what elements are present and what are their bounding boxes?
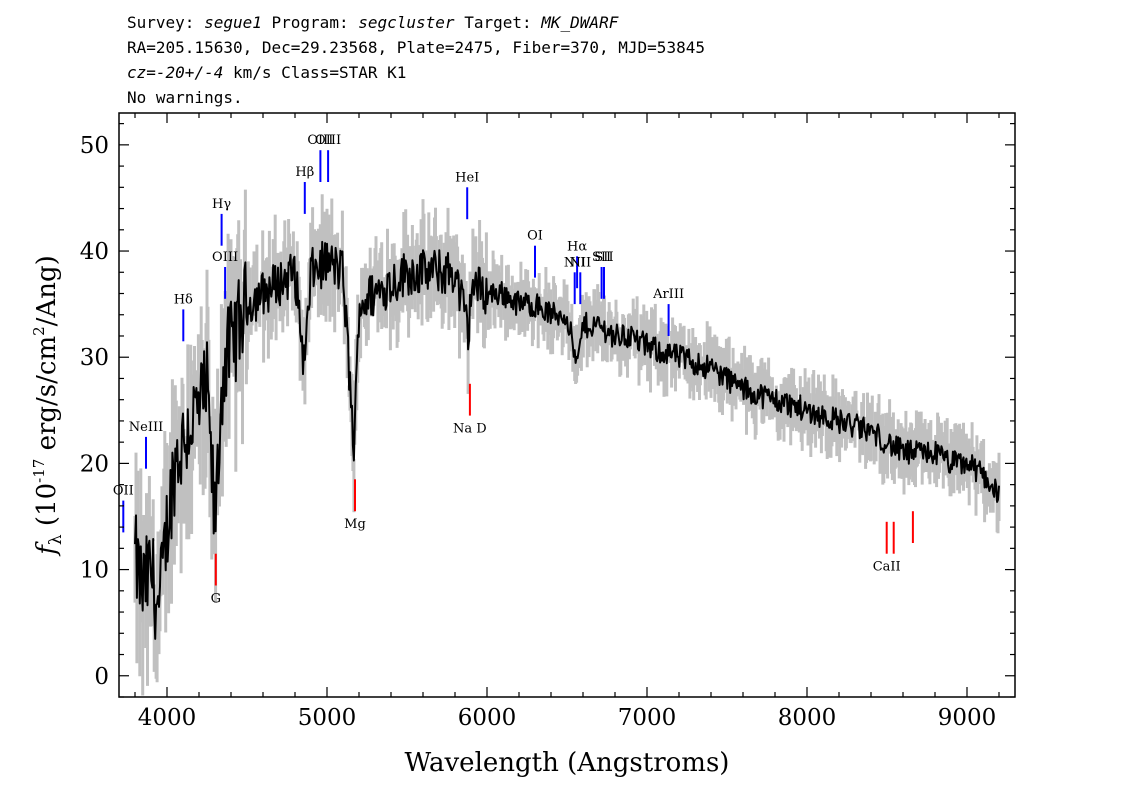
y-axis-lambda-subscript: λ — [46, 534, 66, 545]
y-axis-units-a: (10 — [32, 483, 62, 535]
cz-rest: km/s Class=STAR K1 — [232, 63, 407, 82]
y-tick-label: 10 — [80, 558, 109, 584]
y-axis-title: fλ (10-17 erg/s/cm2/Ang) — [30, 255, 66, 557]
axis-ticks: 4000 5000 6000 7000 8000 9000 0 10 20 30 40 50 — [80, 113, 1015, 731]
x-tick-label: 9000 — [938, 705, 997, 731]
x-tick-label: 6000 — [458, 705, 517, 731]
header-line-3: cz=-20+/-4 km/s Class=STAR K1 — [127, 63, 406, 83]
line-label: Mg — [344, 517, 366, 532]
survey-label: Survey: — [127, 13, 195, 32]
plot-frame — [118, 112, 1016, 698]
cz-value: -20+/-4 — [155, 63, 224, 82]
x-tick-label: 5000 — [298, 705, 357, 731]
target-label: Target: — [464, 13, 532, 32]
y-tick-label: 40 — [80, 239, 109, 265]
header-line-1: Survey: segue1 Program: segcluster Targe… — [127, 13, 618, 33]
survey-value: segue1 — [204, 13, 262, 32]
line-label: NeIII — [129, 420, 163, 435]
y-tick-label: 20 — [80, 451, 109, 477]
line-label: Hγ — [212, 197, 231, 212]
x-tick-label: 4000 — [138, 705, 197, 731]
program-label: Program: — [271, 13, 349, 32]
line-label: Hα — [567, 239, 587, 254]
line-label: G — [211, 592, 221, 607]
line-label: NII — [564, 255, 586, 270]
flux-series — [134, 240, 1000, 640]
line-label: HeI — [455, 170, 479, 185]
line-label: CaII — [873, 560, 901, 575]
line-label: SII — [594, 250, 613, 265]
y-axis-units-b: erg/s/cm — [32, 336, 62, 459]
y-tick-label: 50 — [80, 133, 109, 159]
line-label: ArIII — [652, 287, 684, 302]
y-axis-units-c: /Ang) — [32, 255, 62, 326]
flux-line — [134, 240, 1000, 640]
x-axis-title: Wavelength (Angstroms) — [405, 748, 730, 778]
y-tick-label: 30 — [80, 345, 109, 371]
y-tick-label: 0 — [94, 664, 109, 690]
y-axis-exponent-2: 2 — [30, 326, 48, 336]
header-line-4: No warnings. — [127, 88, 243, 107]
target-value: MK_DWARF — [541, 13, 619, 32]
line-label: OIII — [315, 133, 341, 148]
header-line-2: RA=205.15630, Dec=29.23568, Plate=2475, … — [127, 38, 705, 57]
y-axis-exponent-1: -17 — [30, 459, 48, 483]
x-tick-label: 7000 — [618, 705, 677, 731]
cz-label: cz= — [127, 63, 156, 82]
line-label: OIII — [212, 250, 238, 265]
line-label: OIII — [307, 133, 333, 148]
line-label: NII — [569, 255, 591, 270]
program-value: segcluster — [358, 13, 455, 32]
line-label: OII — [113, 484, 134, 499]
line-label: Hβ — [295, 165, 314, 180]
line-label: Hδ — [174, 292, 193, 307]
line-label: OI — [527, 229, 543, 244]
line-label: SII — [592, 250, 611, 265]
line-label: Na D — [453, 422, 487, 437]
x-tick-label: 8000 — [778, 705, 837, 731]
